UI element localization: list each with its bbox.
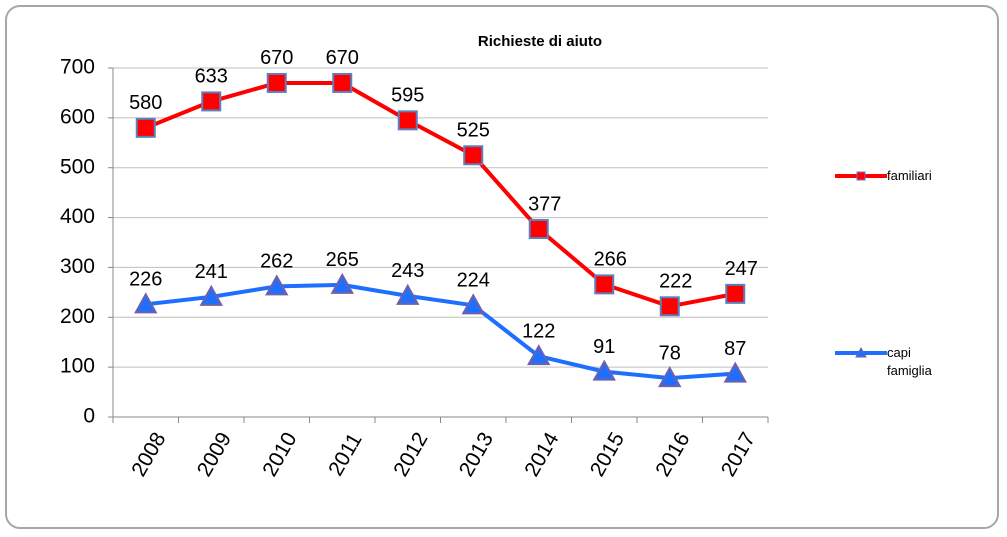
marker: [461, 293, 485, 315]
data-label: 122: [522, 320, 555, 342]
legend-label: familiari: [887, 168, 932, 183]
data-label: 670: [260, 47, 293, 69]
marker: [658, 366, 682, 388]
legend-marker: [856, 171, 866, 181]
data-label: 224: [457, 270, 490, 292]
data-label: 633: [195, 66, 228, 88]
data-label: 670: [326, 47, 359, 69]
marker: [527, 344, 551, 366]
data-label: 525: [457, 120, 490, 142]
chart-title: Richieste di aiuto: [478, 33, 602, 50]
data-label: 265: [326, 249, 359, 271]
data-label: 87: [724, 338, 746, 360]
marker: [659, 296, 680, 317]
data-label: 595: [391, 85, 424, 107]
series-line: [145, 282, 736, 381]
data-label: 226: [129, 269, 162, 291]
legend-label: capi famiglia: [887, 345, 932, 378]
data-label: 91: [593, 336, 615, 358]
marker: [265, 274, 289, 296]
legend-item: capi famiglia: [835, 344, 957, 380]
marker: [134, 292, 158, 314]
marker: [332, 72, 353, 93]
y-tick-label: 100: [60, 355, 95, 378]
data-label: 241: [195, 261, 228, 283]
marker: [330, 272, 354, 294]
marker: [725, 283, 746, 304]
y-tick-label: 600: [60, 105, 95, 128]
data-label: 243: [391, 260, 424, 282]
marker: [396, 283, 420, 305]
data-label: 262: [260, 251, 293, 273]
legend-swatch: [835, 346, 887, 358]
data-label: 580: [129, 92, 162, 114]
marker: [723, 361, 747, 383]
y-tick-label: 200: [60, 305, 95, 328]
marker: [201, 91, 222, 112]
marker: [135, 117, 156, 138]
marker: [266, 72, 287, 93]
y-tick-label: 300: [60, 255, 95, 278]
data-label: 222: [659, 271, 692, 293]
legend-item: familiari: [835, 167, 957, 185]
data-label: 266: [594, 249, 627, 271]
marker: [199, 284, 223, 306]
legend-marker: [855, 346, 867, 358]
series-line: [145, 80, 736, 309]
marker: [528, 219, 549, 240]
marker: [594, 274, 615, 295]
marker: [397, 110, 418, 131]
data-label: 247: [725, 258, 758, 280]
y-tick-label: 700: [60, 56, 95, 79]
data-label: 377: [528, 193, 561, 215]
y-tick-label: 400: [60, 205, 95, 228]
marker: [592, 359, 616, 381]
y-tick-label: 500: [60, 155, 95, 178]
data-label: 78: [659, 342, 681, 364]
marker: [463, 145, 484, 166]
legend-swatch: [835, 171, 887, 181]
y-tick-label: 0: [83, 405, 95, 428]
